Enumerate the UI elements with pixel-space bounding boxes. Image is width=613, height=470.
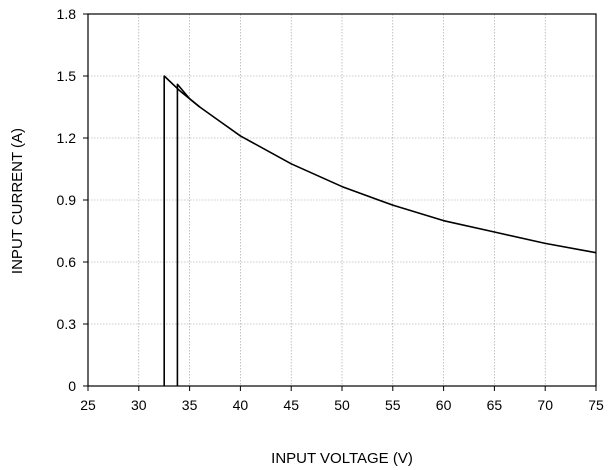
y-tick-label: 1.8 (57, 6, 77, 22)
x-tick-label: 60 (436, 397, 452, 413)
x-tick-label: 65 (487, 397, 503, 413)
x-tick-label: 55 (385, 397, 401, 413)
grid (87, 13, 597, 387)
series-line-1 (163, 75, 597, 386)
y-tick-label: 1.5 (57, 68, 77, 84)
x-tick-label: 25 (80, 397, 96, 413)
y-tick-label: 0.9 (57, 192, 77, 208)
y-axis-label: INPUT CURRENT (A) (9, 128, 26, 274)
y-tick-labels: 0 0.3 0.6 0.9 1.2 1.5 1.8 (57, 6, 88, 394)
x-tick-label: 70 (537, 397, 553, 413)
x-tick-label: 40 (233, 397, 249, 413)
y-tick-label: 0 (68, 378, 76, 394)
x-tick-label: 45 (283, 397, 299, 413)
y-tick-label: 0.6 (57, 254, 77, 270)
x-axis-label: INPUT VOLTAGE (V) (271, 450, 413, 467)
series-lines (163, 75, 597, 386)
y-tick-label: 0.3 (57, 316, 77, 332)
x-tick-label: 75 (588, 397, 604, 413)
x-tick-label: 50 (334, 397, 350, 413)
x-tick-label: 35 (182, 397, 198, 413)
series-line-2 (176, 83, 201, 386)
x-tick-labels: 25 30 35 40 45 50 55 60 65 70 75 (80, 386, 604, 413)
x-tick-label: 30 (131, 397, 147, 413)
y-tick-label: 1.2 (57, 130, 77, 146)
